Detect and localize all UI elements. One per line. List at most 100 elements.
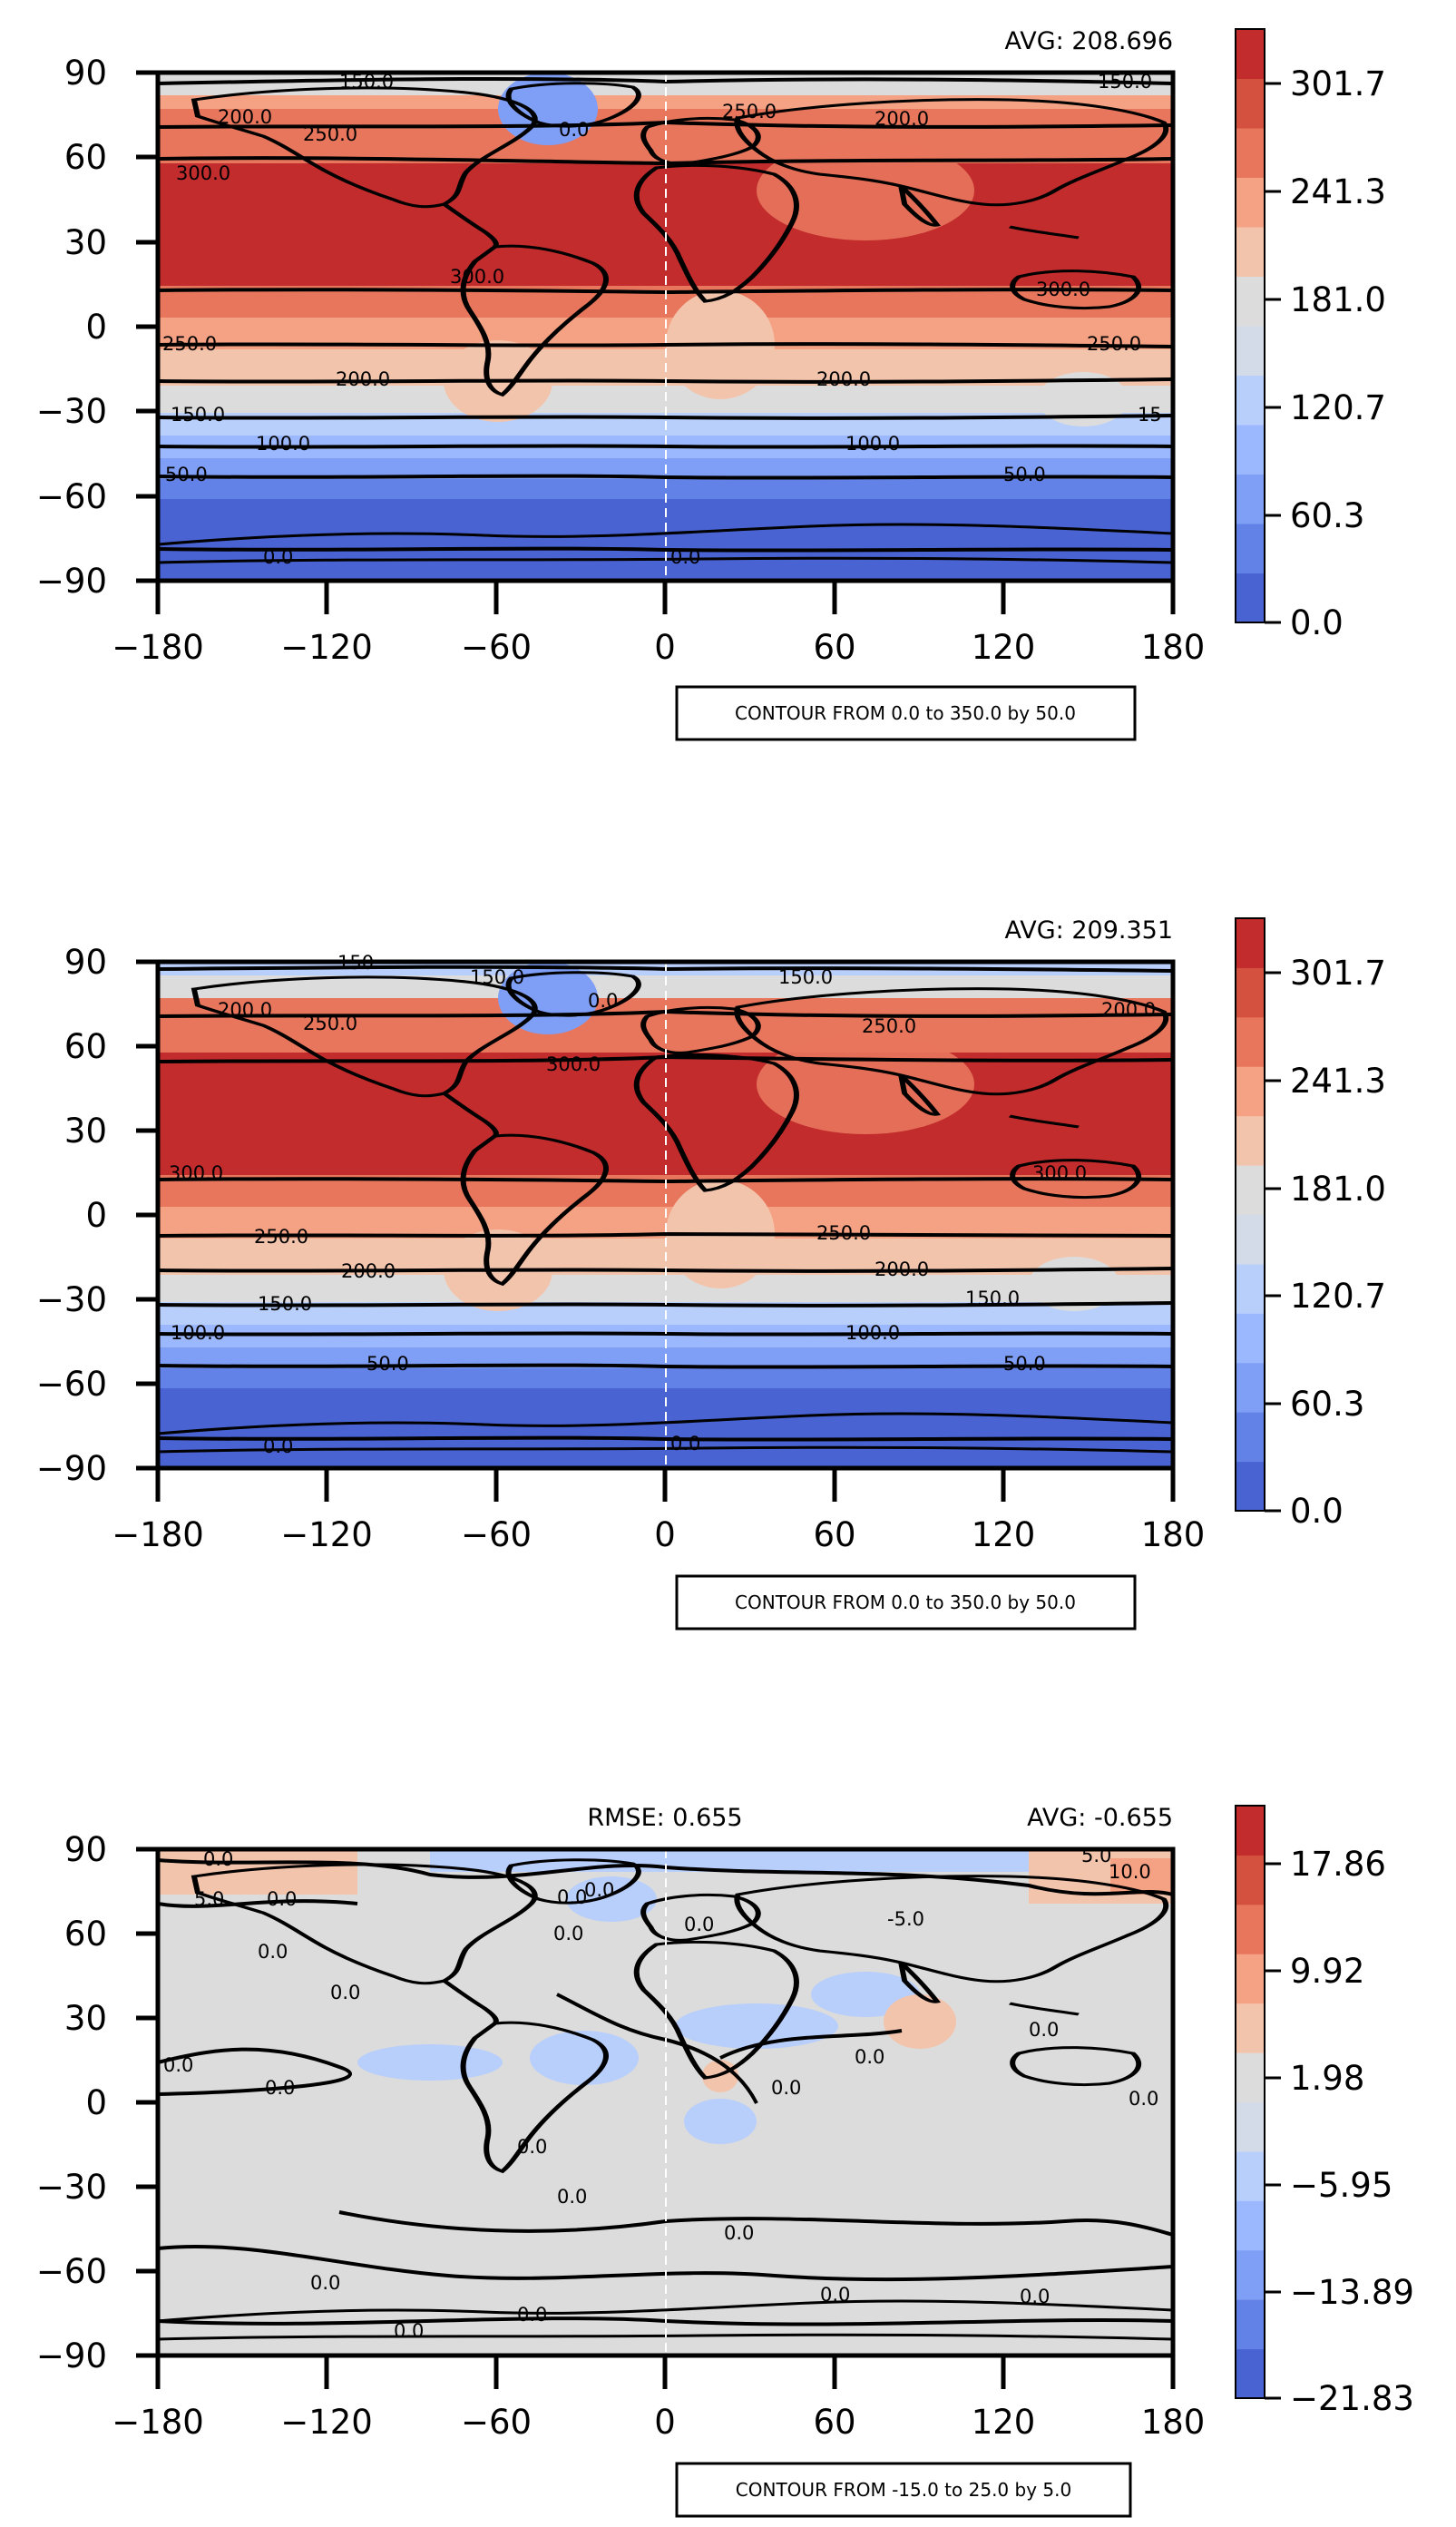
colorbar-tick-label: 120.7 <box>1290 388 1386 427</box>
y-tick-label: 60 <box>64 1915 107 1954</box>
x-tick-label: −60 <box>461 628 532 667</box>
colorbar-tick-label: 241.3 <box>1290 172 1386 211</box>
contour-note-text: CONTOUR FROM 0.0 to 350.0 by 50.0 <box>735 1592 1076 1613</box>
contour-label: 300.0 <box>1032 1162 1087 1184</box>
contour-label: 200.0 <box>341 1260 396 1282</box>
contour-label: 0.0 <box>330 1982 360 2003</box>
y-axis-middle: 90 60 30 0 −30 −60 −90 <box>36 943 158 1488</box>
colorbar-segment <box>1236 1016 1265 1067</box>
map-area-bottom: 0.0 5.0 0.0 0.0 0.0 0.0 0.0 0.0 0.0 0.0 … <box>158 1845 1173 2358</box>
contour-label: 0.0 <box>670 546 700 568</box>
contour-label: 150.0 <box>171 404 225 426</box>
x-tick-label: −60 <box>461 2403 532 2442</box>
colorbar-segment <box>1236 2200 1265 2251</box>
x-tick-label: 180 <box>1141 2403 1206 2442</box>
y-tick-label: 0 <box>85 2083 107 2122</box>
contour-note-middle: CONTOUR FROM 0.0 to 350.0 by 50.0 <box>675 1574 1137 1631</box>
contour-label: 0.0 <box>820 2284 850 2306</box>
contour-label: 0.0 <box>670 1433 700 1454</box>
colorbar-segment <box>1236 1115 1265 1166</box>
colorbar-segment <box>1236 1412 1265 1463</box>
y-tick-label: −90 <box>36 1449 107 1488</box>
contour-label: 0.0 <box>163 2054 193 2076</box>
x-tick-label: 60 <box>813 2403 855 2442</box>
contour-label: 0.0 <box>724 2222 754 2244</box>
colorbar-segment <box>1236 326 1265 376</box>
map-area-middle: 150. 150.0 150.0 200.0 250.0 250.0 200.0… <box>158 952 1173 1471</box>
x-tick-label: −120 <box>280 2403 373 2442</box>
contour-label: 250.0 <box>303 123 357 145</box>
panel-bottom: 0.0 5.0 0.0 0.0 0.0 0.0 0.0 0.0 0.0 0.0 … <box>36 1804 1414 2518</box>
contour-label: 15 <box>1138 404 1162 426</box>
y-tick-label: −60 <box>36 1365 107 1404</box>
rmse-stat-bottom: RMSE: 0.655 <box>587 1804 742 1832</box>
colorbar-segment <box>1236 2348 1265 2399</box>
y-tick-label: −90 <box>36 562 107 601</box>
contour-label: 50.0 <box>366 1353 409 1375</box>
contour-label: 0.0 <box>203 1848 233 1870</box>
colorbar-tick-label: 60.3 <box>1290 1385 1364 1424</box>
y-tick-label: 90 <box>64 54 107 93</box>
colorbar-segment <box>1236 1066 1265 1117</box>
colorbar-segment <box>1236 573 1265 623</box>
colorbar-segment <box>1236 2150 1265 2201</box>
contour-label: 250.0 <box>1087 333 1141 355</box>
contour-label: 200.0 <box>1101 999 1156 1021</box>
x-tick-label: 0 <box>654 1515 676 1554</box>
x-tick-label: 0 <box>654 2403 676 2442</box>
contour-label: 300.0 <box>176 162 230 184</box>
contour-label: 50.0 <box>1003 464 1046 485</box>
contour-label: 200.0 <box>875 1259 929 1280</box>
x-axis-bottom: −180 −120 −60 0 60 120 180 <box>112 2356 1205 2442</box>
colorbar-tick-label: 60.3 <box>1290 496 1364 535</box>
contour-label: 150.0 <box>258 1293 312 1315</box>
contour-label: 150.0 <box>965 1288 1020 1309</box>
colorbar-tick-label: 301.7 <box>1290 954 1386 993</box>
contour-label: 250.0 <box>303 1013 357 1034</box>
contour-label: 50.0 <box>165 464 208 485</box>
contour-label: 250.0 <box>862 1015 916 1037</box>
contour-label: 0.0 <box>265 2077 295 2099</box>
avg-stat-bottom: AVG: -0.655 <box>1027 1804 1173 1832</box>
colorbar-segment <box>1236 2101 1265 2152</box>
colorbar-segment <box>1236 227 1265 277</box>
colorbar-segment <box>1236 524 1265 573</box>
x-axis-top: −180 −120 −60 0 60 120 180 <box>112 581 1205 667</box>
contour-label: 100.0 <box>256 433 310 455</box>
contour-label: 0.0 <box>771 2077 801 2099</box>
y-axis-top: 90 60 30 0 −30 −60 −90 <box>36 54 158 601</box>
y-tick-label: −60 <box>36 477 107 516</box>
colorbar-middle: 301.7 241.3 181.0 120.7 60.3 0.0 <box>1235 917 1386 1531</box>
contour-label: 0.0 <box>258 1941 288 1963</box>
y-tick-label: −30 <box>36 2168 107 2207</box>
contour-label: 250.0 <box>162 333 217 355</box>
colorbar-segment <box>1236 1165 1265 1215</box>
colorbar-tick-label: 17.86 <box>1290 1845 1386 1884</box>
contour-labels-middle: 150. 150.0 150.0 200.0 250.0 250.0 200.0… <box>169 952 1156 1457</box>
colorbar-segment <box>1236 1806 1265 1856</box>
contour-label: 100.0 <box>845 1322 900 1344</box>
contour-label: 250.0 <box>254 1226 308 1248</box>
contour-label: 0.0 <box>1129 2088 1158 2110</box>
map-area-top: 150.0 150.0 200.0 250.0 250.0 200.0 300.… <box>158 70 1173 583</box>
colorbar-segment <box>1236 1904 1265 1954</box>
x-tick-label: 180 <box>1141 628 1206 667</box>
y-tick-label: 30 <box>64 223 107 262</box>
x-tick-label: 60 <box>813 1515 855 1554</box>
y-tick-label: 60 <box>64 138 107 177</box>
contour-label: 300.0 <box>450 266 504 288</box>
x-tick-label: 120 <box>972 628 1036 667</box>
contour-label: 150.0 <box>778 966 833 988</box>
contour-label: 100.0 <box>845 433 900 455</box>
colorbar-segment <box>1236 1461 1265 1512</box>
panel-top: 150.0 150.0 200.0 250.0 250.0 200.0 300.… <box>36 27 1386 741</box>
x-tick-label: −60 <box>461 1515 532 1554</box>
colorbar-tick-label: 0.0 <box>1290 603 1344 642</box>
contour-label: 200.0 <box>336 368 390 390</box>
colorbar-segment <box>1236 375 1265 426</box>
y-tick-label: 30 <box>64 1112 107 1151</box>
contour-label: 200.0 <box>875 108 929 130</box>
y-tick-label: −30 <box>36 1280 107 1319</box>
contour-label: -5.0 <box>887 1908 924 1930</box>
